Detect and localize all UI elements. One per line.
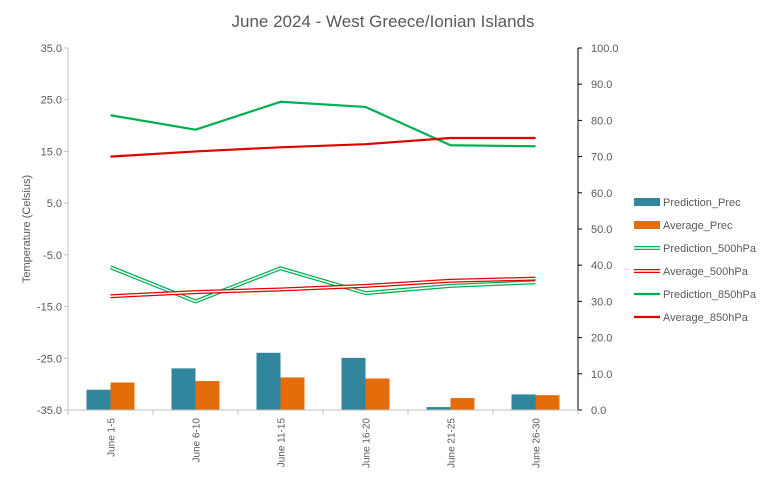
chart-title: June 2024 - West Greece/Ionian Islands [231,12,534,31]
legend-prediction-850hpa-label: Prediction_850hPa [663,289,757,301]
legend-prediction-500hpa-label: Prediction_500hPa [663,243,757,255]
x-tick-label: June 11-15 [277,418,288,468]
x-tick-label: June 16-20 [362,418,373,468]
legend-average-prec-swatch [634,221,660,229]
y2-tick-label: 0.0 [591,405,606,417]
x-tick-label: June 1-5 [107,418,118,457]
line-prediction-500hpa-inner [110,266,536,303]
y-tick-label: 35.0 [41,43,62,55]
y2-tick-label: 30.0 [591,296,612,308]
bar-prediction-prec [256,352,281,410]
x-tick-label: June 6-10 [192,418,203,463]
y2-tick-label: 20.0 [591,333,612,345]
y2-tick-label: 60.0 [591,188,612,200]
y2-tick-label: 80.0 [591,115,612,127]
plot-area [86,100,560,410]
y-tick-label: 5.0 [47,198,62,210]
bar-average-prec [365,378,390,410]
legend-average-500hpa-label: Average_500hPa [663,266,749,278]
bar-prediction-prec [341,357,366,410]
y2-tick-label: 70.0 [591,152,612,164]
line-prediction-850hpa [110,100,536,148]
line-average-850hpa [110,136,536,158]
y2-tick-label: 90.0 [591,79,612,91]
bar-average-prec [450,398,475,410]
bar-average-prec [110,382,135,410]
bar-average-prec [195,381,220,410]
bar-prediction-prec [511,394,536,410]
bar-prediction-prec [171,368,196,410]
legend-prediction-prec-swatch [634,198,660,206]
bar-average-prec [280,377,305,410]
y-axis-label: Temperature (Celsius) [21,175,33,283]
y2-tick-label: 40.0 [591,260,612,272]
y-tick-label: -35.0 [37,405,62,417]
y2-tick-label: 100.0 [591,43,619,55]
y-tick-label: -15.0 [37,302,62,314]
y-tick-label: -25.0 [37,353,62,365]
y-tick-label: 25.0 [41,95,62,107]
y2-tick-label: 10.0 [591,369,612,381]
legend-average-prec-label: Average_Prec [663,220,733,232]
x-tick-label: June 26-30 [532,418,543,468]
y2-tick-label: 50.0 [591,224,612,236]
legend-average-850hpa-label: Average_850hPa [663,312,749,324]
x-tick-label: June 21-25 [447,418,458,468]
legend-prediction-prec-label: Prediction_Prec [663,197,741,209]
bar-average-prec [535,395,560,410]
line-average-500hpa-inner [110,277,536,297]
y-tick-label: 15.0 [41,146,62,158]
axes: 35.0 25.0 15.0 5.0 -5.0 -15.0 -25.0 -35.0 100.0 9… [37,43,619,468]
legend: Prediction_Prec Average_Prec Prediction_50… [634,197,757,324]
bar-prediction-prec [86,389,111,410]
bar-prediction-prec [426,407,451,410]
y-tick-label: -5.0 [43,250,62,262]
